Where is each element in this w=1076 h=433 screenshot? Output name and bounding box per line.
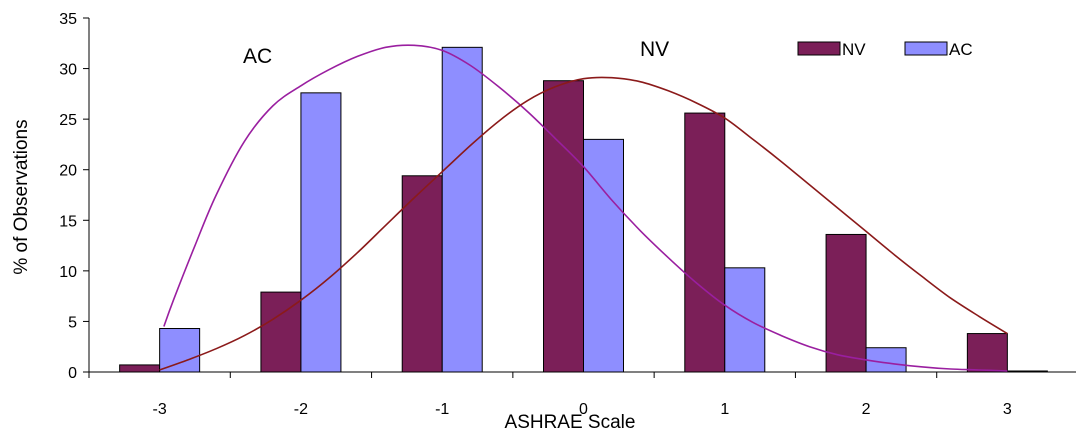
legend: NV AC (797, 40, 973, 59)
y-tick-label: 25 (59, 112, 77, 129)
bar-ac (583, 138, 624, 373)
legend-swatch-ac (904, 41, 948, 56)
bar-nv (684, 112, 726, 373)
x-tick-label: 2 (862, 401, 871, 418)
y-tick-label: 20 (59, 163, 77, 180)
bar-ac (159, 328, 201, 373)
bar-nv (119, 364, 161, 373)
bar-nv (966, 333, 1008, 373)
annotation-ac: AC (243, 45, 272, 68)
x-tick-label: -1 (435, 401, 449, 418)
curve-ac (163, 44, 1008, 372)
y-tick-label: 30 (59, 62, 77, 79)
bar-ac (865, 347, 907, 373)
y-tick-label: 10 (59, 264, 77, 281)
x-tick-label: 0 (579, 401, 588, 418)
labels: ASHRAE Scale % of Observations AC NV (11, 38, 669, 433)
curve-nv (159, 76, 1008, 371)
x-tick-label: -3 (153, 401, 167, 418)
x-tick-label: 3 (1003, 401, 1012, 418)
axes: 0 5 10 15 20 25 30 35 -3 -2 -1 0 1 2 3 (59, 11, 1076, 418)
bars (119, 46, 1048, 373)
annotation-nv: NV (640, 38, 669, 61)
bar-nv (543, 80, 584, 373)
y-axis-title: % of Observations (11, 119, 32, 274)
bar-ac (441, 46, 483, 373)
y-tick-label: 35 (59, 11, 77, 28)
bar-ac (724, 267, 766, 373)
x-tick-label: -2 (294, 401, 308, 418)
legend-swatch-nv (797, 41, 841, 56)
fit-curves (159, 44, 1008, 372)
bar-ac (300, 92, 342, 373)
x-axis-title: ASHRAE Scale (505, 412, 636, 433)
bar-nv (401, 175, 443, 373)
y-tick-label: 15 (59, 213, 77, 230)
legend-label-ac: AC (949, 40, 973, 59)
y-tick-label: 0 (68, 365, 77, 382)
y-tick-label: 5 (68, 314, 77, 331)
bar-nv (825, 233, 867, 373)
x-tick-label: 1 (720, 401, 729, 418)
bar-ac (1006, 370, 1048, 373)
legend-label-nv: NV (842, 40, 866, 59)
